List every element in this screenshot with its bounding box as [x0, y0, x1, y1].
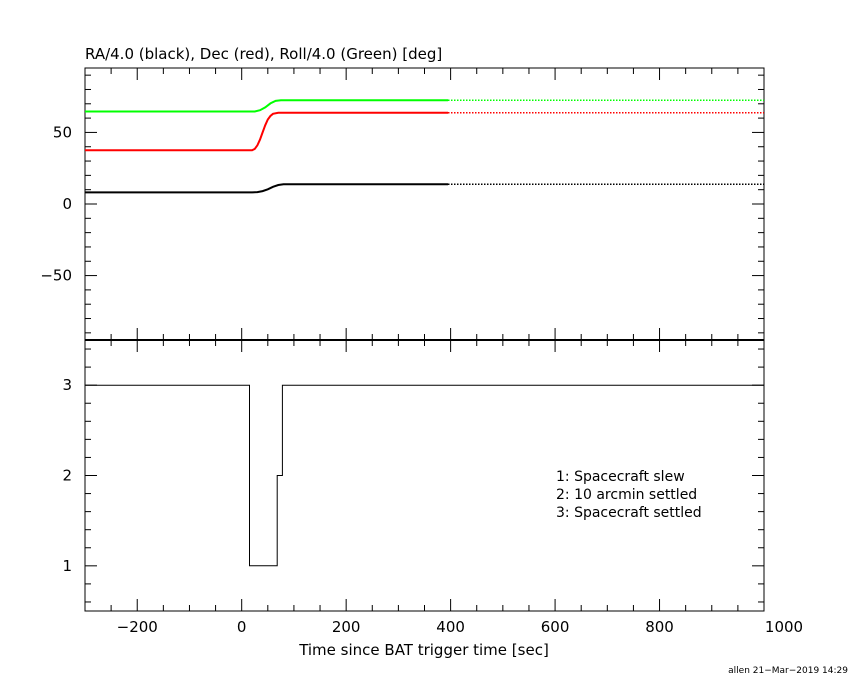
status-step-line	[85, 384, 764, 567]
bottom-panel-y-tick-labels: 1 2 3	[62, 376, 72, 575]
settle-status-panel: 1 2 3 −200 0 200 400 600 800 1000 1: Spacecraft …	[62, 339, 803, 659]
top-panel-title: RA/4.0 (black), Dec (red), Roll/4.0 (Gre…	[85, 45, 442, 63]
y-tick-label: 1	[62, 557, 72, 575]
x-tick-label: 200	[332, 618, 361, 636]
y-tick-label: 2	[62, 467, 72, 485]
x-tick-label: 600	[541, 618, 570, 636]
x-tick-label: −200	[117, 618, 158, 636]
top-panel-y-tick-labels: −50 0 50	[40, 123, 72, 284]
legend-entry-settled: 3: Spacecraft settled	[556, 505, 702, 521]
bottom-panel-series	[85, 384, 764, 567]
x-tick-label: 800	[645, 618, 674, 636]
attitude-panel: RA/4.0 (black), Dec (red), Roll/4.0 (Gre…	[40, 45, 765, 341]
legend-entry-10arcmin: 2: 10 arcmin settled	[556, 487, 697, 503]
x-tick-label: 1000	[765, 618, 803, 636]
top-panel-ticks	[84, 68, 765, 340]
series-line-1	[85, 111, 448, 152]
series-line-0	[85, 183, 448, 194]
x-tick-label: 400	[436, 618, 465, 636]
bottom-panel-ticks	[84, 340, 765, 611]
status-legend: 1: Spacecraft slew 2: 10 arcmin settled …	[556, 469, 702, 521]
legend-entry-slew: 1: Spacecraft slew	[556, 469, 685, 485]
y-tick-label: −50	[40, 267, 72, 285]
x-axis-label: Time since BAT trigger time [sec]	[298, 641, 549, 659]
footer-stamp: allen 21−Mar−2019 14:29	[728, 666, 848, 676]
x-tick-labels: −200 0 200 400 600 800 1000	[117, 618, 803, 636]
top-panel-frame	[84, 67, 765, 341]
y-tick-label: 3	[62, 376, 72, 394]
y-tick-label: 0	[62, 195, 72, 213]
series-line-2	[85, 99, 448, 113]
y-tick-label: 50	[53, 123, 72, 141]
x-tick-label: 0	[237, 618, 247, 636]
top-panel-series	[85, 99, 764, 194]
